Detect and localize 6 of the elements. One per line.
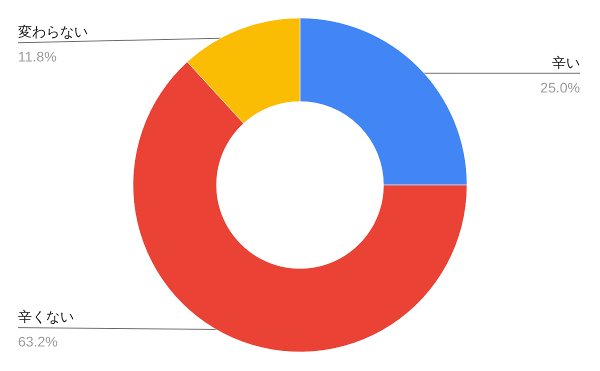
slice-label: 辛くない bbox=[18, 308, 74, 325]
data-label: 25.0% bbox=[540, 79, 580, 96]
slice-label: 辛い bbox=[552, 54, 580, 70]
data-label: 11.8% bbox=[18, 48, 57, 65]
slice-label: 変わらない bbox=[18, 24, 88, 40]
data-label: 63.2% bbox=[18, 334, 58, 350]
